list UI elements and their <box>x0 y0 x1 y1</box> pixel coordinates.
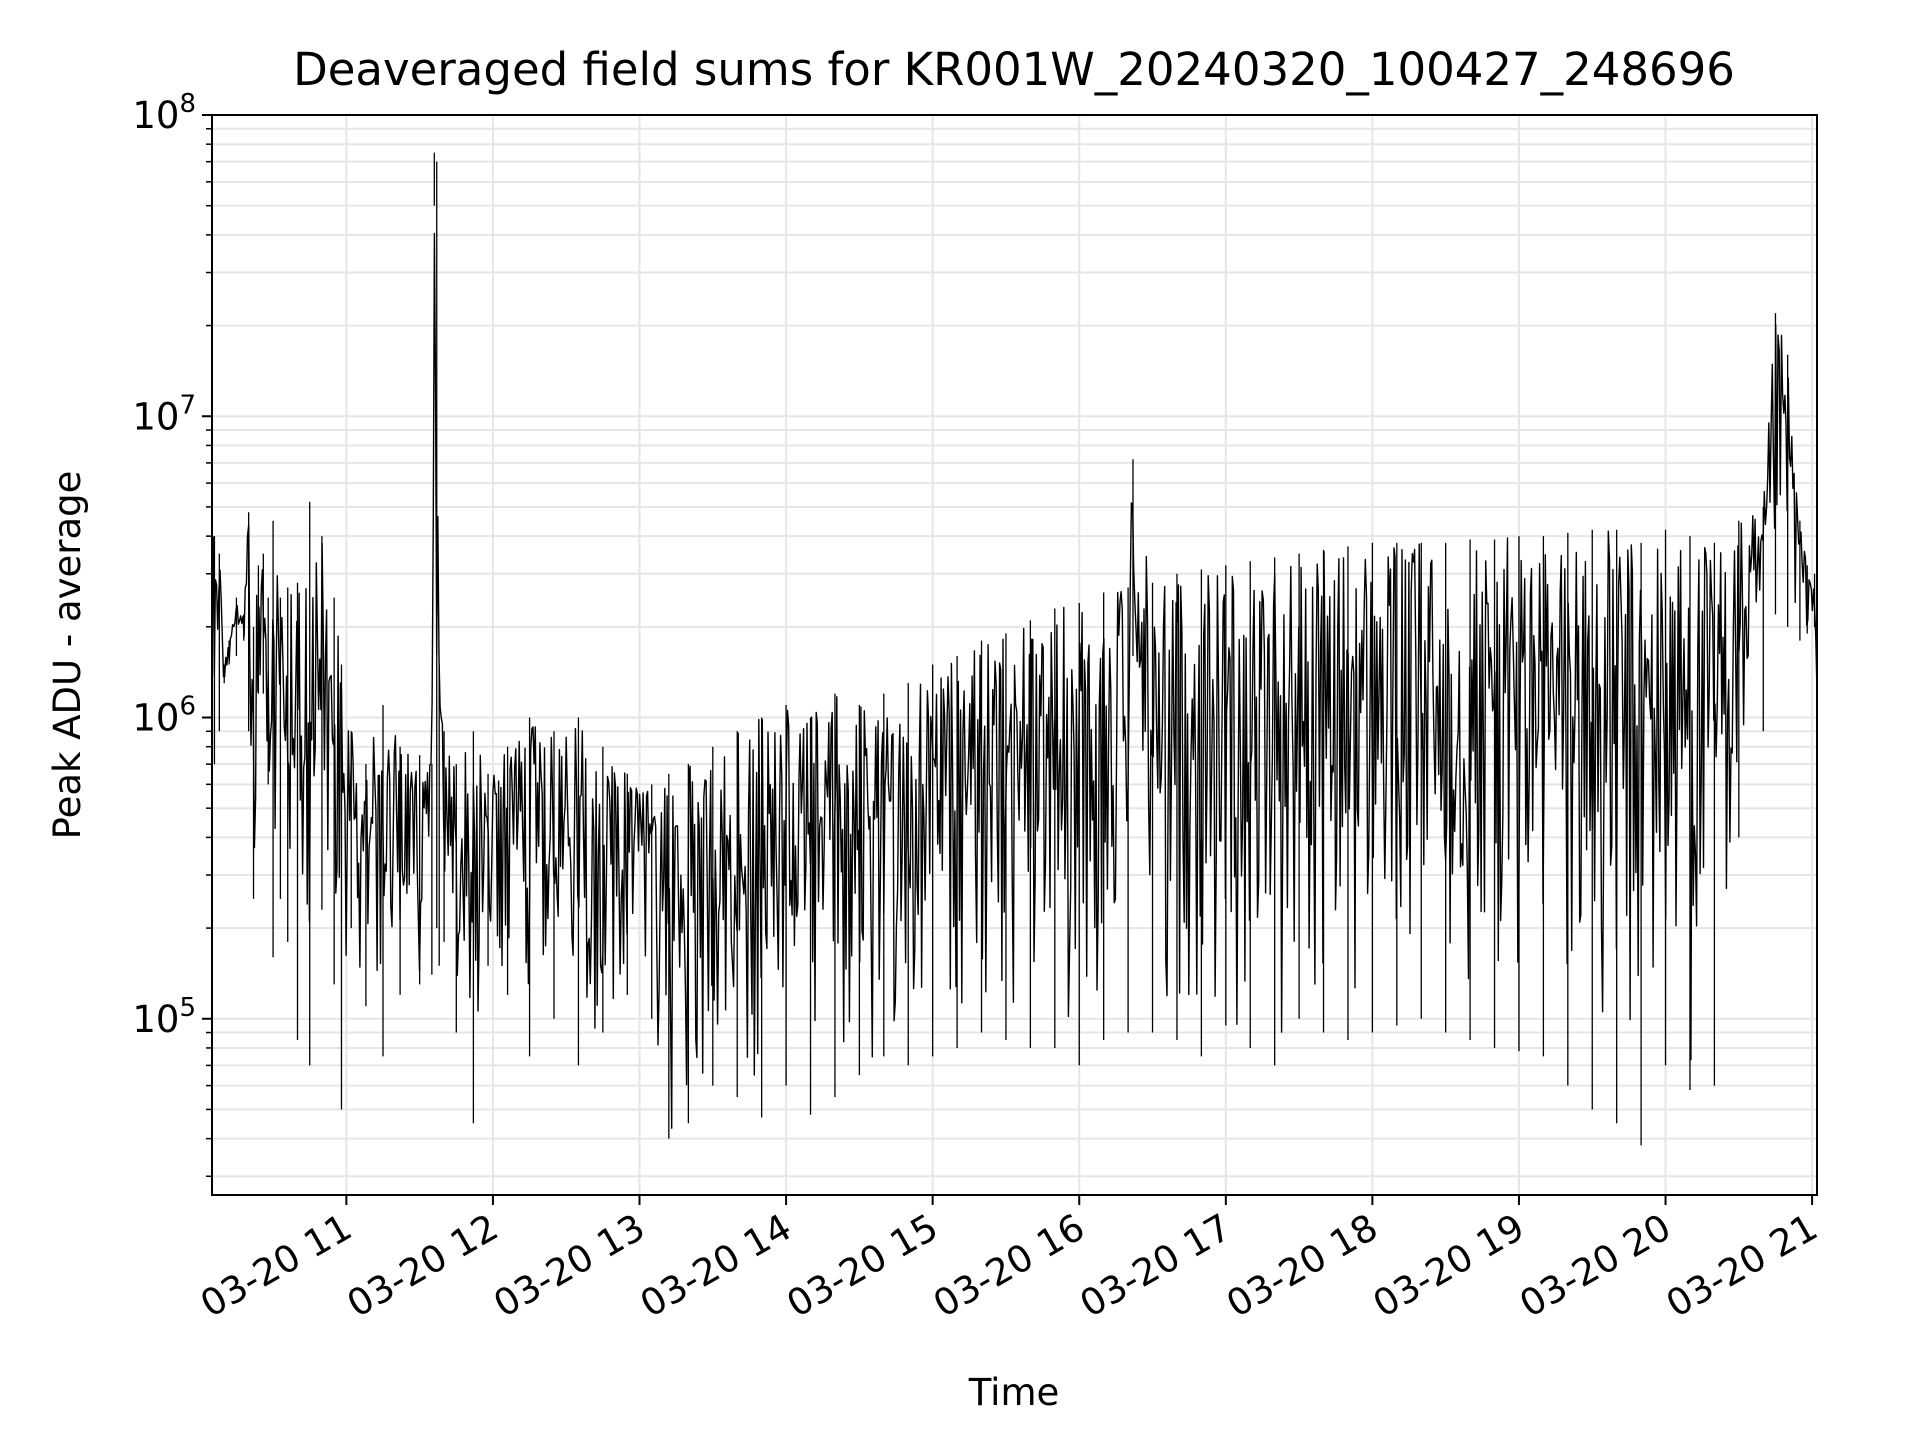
series-layer <box>211 152 1818 1146</box>
y-axis-label: Peak ADU - average <box>46 471 89 840</box>
y-tick-label: 105 <box>132 993 196 1041</box>
chart-title: Deaveraged field sums for KR001W_2024032… <box>293 43 1735 96</box>
y-tick-label: 108 <box>132 89 196 137</box>
y-tick-label: 106 <box>132 692 196 740</box>
plot-area-frame <box>211 114 1818 1196</box>
series-line <box>211 232 1818 1129</box>
y-axis-ticks: 105 106 107 108 <box>132 89 212 1178</box>
y-tick-label: 107 <box>132 390 196 438</box>
x-axis-label: Time <box>968 1371 1060 1414</box>
